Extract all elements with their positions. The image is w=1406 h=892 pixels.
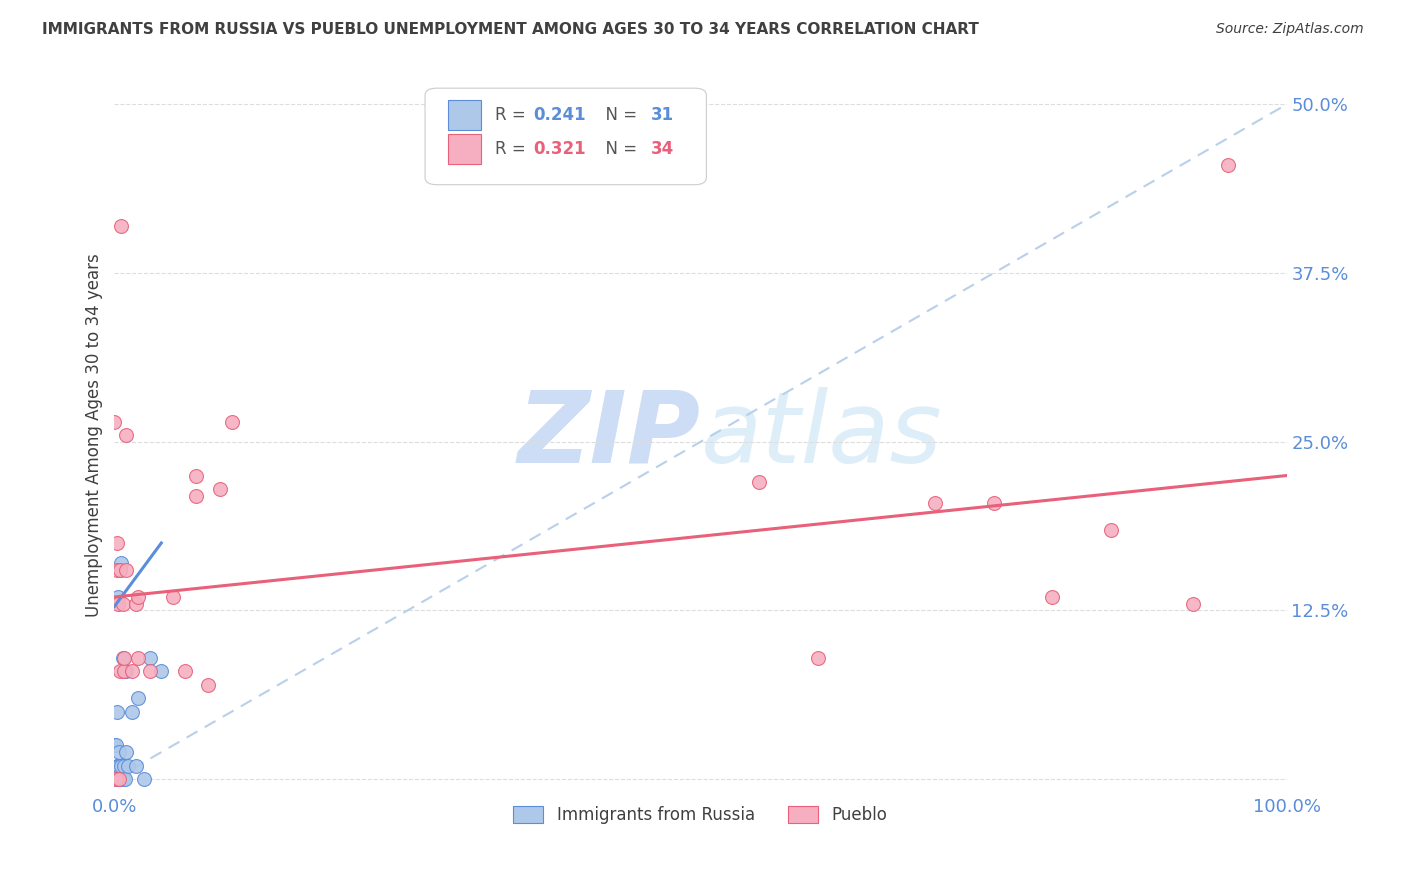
Text: Source: ZipAtlas.com: Source: ZipAtlas.com xyxy=(1216,22,1364,37)
Point xyxy=(748,475,770,490)
Point xyxy=(110,556,132,570)
Point xyxy=(103,739,125,753)
Point xyxy=(1181,597,1204,611)
Point xyxy=(124,597,146,611)
Point xyxy=(197,678,219,692)
Point xyxy=(173,664,195,678)
Point xyxy=(112,650,135,665)
Point xyxy=(115,745,138,759)
Point xyxy=(115,428,138,442)
Point xyxy=(1099,523,1122,537)
Point xyxy=(138,650,160,665)
Point xyxy=(108,758,131,772)
Point xyxy=(132,772,155,786)
Point xyxy=(105,563,128,577)
Point xyxy=(112,664,135,678)
Point xyxy=(111,597,134,611)
Y-axis label: Unemployment Among Ages 30 to 34 years: Unemployment Among Ages 30 to 34 years xyxy=(86,253,103,617)
Text: IMMIGRANTS FROM RUSSIA VS PUEBLO UNEMPLOYMENT AMONG AGES 30 TO 34 YEARS CORRELAT: IMMIGRANTS FROM RUSSIA VS PUEBLO UNEMPLO… xyxy=(42,22,979,37)
Text: R =: R = xyxy=(495,106,531,124)
Text: N =: N = xyxy=(595,140,643,158)
Point xyxy=(186,468,208,483)
Point xyxy=(110,758,132,772)
Point xyxy=(924,495,946,509)
Point xyxy=(104,772,127,786)
Text: atlas: atlas xyxy=(700,386,942,483)
FancyBboxPatch shape xyxy=(425,88,706,185)
Point xyxy=(105,705,128,719)
Point xyxy=(105,772,128,786)
Text: N =: N = xyxy=(595,106,643,124)
Point xyxy=(114,772,136,786)
FancyBboxPatch shape xyxy=(449,100,481,130)
Point xyxy=(124,758,146,772)
Point xyxy=(150,664,173,678)
Point xyxy=(1216,158,1239,172)
Legend: Immigrants from Russia, Pueblo: Immigrants from Russia, Pueblo xyxy=(503,797,897,834)
Point xyxy=(115,563,138,577)
Point xyxy=(127,691,149,706)
Point xyxy=(110,664,132,678)
Point xyxy=(138,664,160,678)
Text: R =: R = xyxy=(495,140,531,158)
Text: ZIP: ZIP xyxy=(517,386,700,483)
Point xyxy=(121,705,143,719)
Point xyxy=(103,772,125,786)
Point xyxy=(110,772,132,786)
Text: 31: 31 xyxy=(651,106,675,124)
Point xyxy=(107,772,129,786)
Point xyxy=(221,415,243,429)
Point xyxy=(105,758,128,772)
Point xyxy=(110,563,132,577)
Point xyxy=(117,758,139,772)
Point xyxy=(107,597,129,611)
Point xyxy=(110,563,132,577)
Point xyxy=(108,772,131,786)
Point xyxy=(104,772,127,786)
Point xyxy=(111,772,134,786)
Text: 0.321: 0.321 xyxy=(533,140,585,158)
Point xyxy=(208,482,231,496)
Point xyxy=(1040,590,1063,604)
Point xyxy=(108,772,131,786)
Point xyxy=(115,664,138,678)
Point xyxy=(983,495,1005,509)
Point xyxy=(107,590,129,604)
Point xyxy=(104,739,127,753)
Point xyxy=(162,590,184,604)
Point xyxy=(112,758,135,772)
Point xyxy=(107,758,129,772)
Point xyxy=(103,415,125,429)
Point xyxy=(112,664,135,678)
Point xyxy=(807,650,830,665)
FancyBboxPatch shape xyxy=(449,134,481,164)
Point xyxy=(105,536,128,550)
Point xyxy=(127,590,149,604)
Point xyxy=(121,664,143,678)
Point xyxy=(127,650,149,665)
Point xyxy=(108,745,131,759)
Point xyxy=(186,489,208,503)
Text: 0.241: 0.241 xyxy=(533,106,585,124)
Point xyxy=(110,219,132,233)
Text: 34: 34 xyxy=(651,140,675,158)
Point xyxy=(111,650,134,665)
